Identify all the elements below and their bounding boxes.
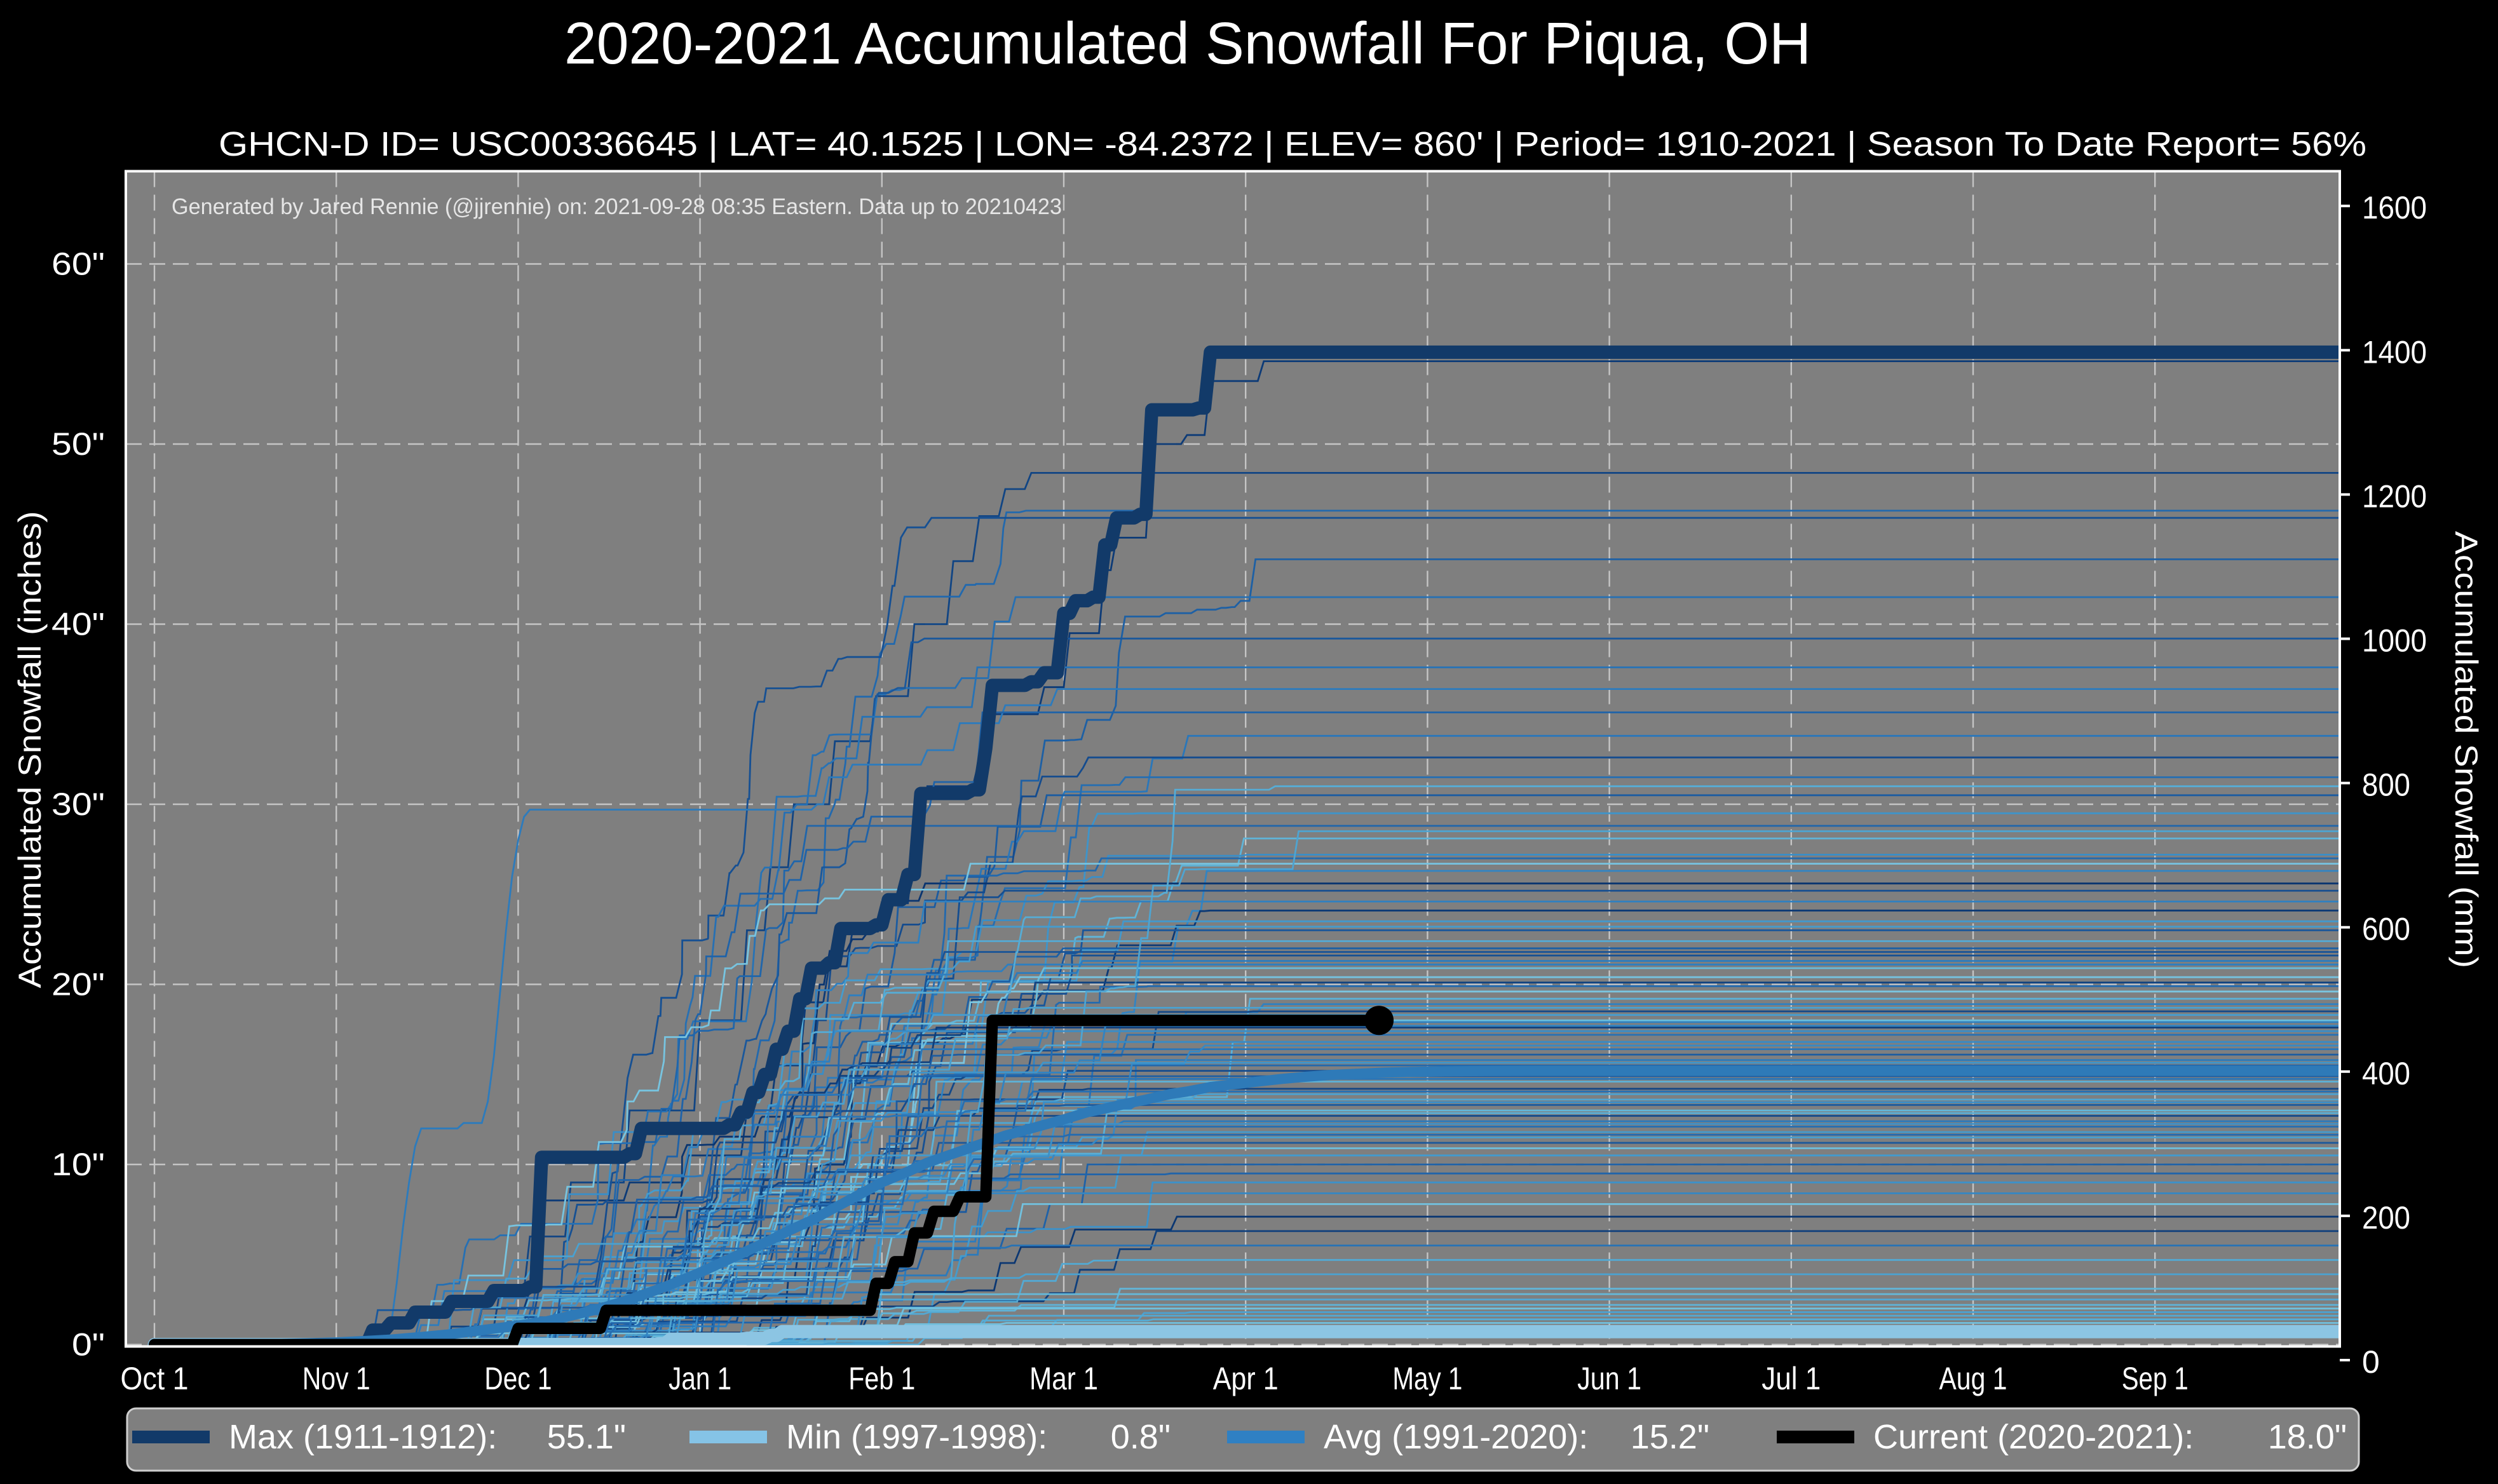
- svg-text:50": 50": [51, 426, 105, 462]
- svg-text:1000: 1000: [2362, 623, 2427, 659]
- svg-text:Jan 1: Jan 1: [669, 1361, 731, 1396]
- svg-text:10": 10": [51, 1147, 105, 1182]
- svg-text:800: 800: [2362, 767, 2410, 803]
- svg-text:15.2": 15.2": [1631, 1418, 1709, 1456]
- svg-text:20": 20": [51, 967, 105, 1002]
- svg-text:600: 600: [2362, 912, 2410, 947]
- svg-text:Nov 1: Nov 1: [302, 1361, 370, 1396]
- svg-text:May 1: May 1: [1392, 1361, 1462, 1396]
- svg-text:Generated by Jared Rennie (@jj: Generated by Jared Rennie (@jjrennie) on…: [172, 194, 1062, 219]
- svg-text:Accumulated Snowfall (mm): Accumulated Snowfall (mm): [2448, 531, 2484, 968]
- svg-text:60": 60": [51, 246, 105, 282]
- svg-text:40": 40": [51, 607, 105, 642]
- svg-text:Oct 1: Oct 1: [121, 1361, 189, 1396]
- svg-text:0.8": 0.8": [1111, 1418, 1171, 1456]
- svg-text:Feb 1: Feb 1: [848, 1361, 915, 1396]
- svg-text:400: 400: [2362, 1056, 2410, 1091]
- svg-text:0": 0": [72, 1327, 105, 1363]
- svg-text:1200: 1200: [2362, 478, 2427, 514]
- svg-text:200: 200: [2362, 1200, 2410, 1236]
- svg-text:2020-2021 Accumulated Snowfall: 2020-2021 Accumulated Snowfall For Piqua…: [564, 10, 1811, 76]
- svg-text:GHCN-D ID= USC00336645 | LAT=: GHCN-D ID= USC00336645 | LAT= 40.1525 | …: [219, 125, 2366, 163]
- svg-text:Max (1911-1912):: Max (1911-1912):: [229, 1418, 497, 1456]
- svg-text:1600: 1600: [2362, 190, 2427, 226]
- svg-text:Sep 1: Sep 1: [2122, 1361, 2189, 1396]
- svg-text:Accumulated Snowfall (inches): Accumulated Snowfall (inches): [12, 511, 48, 988]
- svg-text:Min (1997-1998):: Min (1997-1998):: [786, 1418, 1047, 1456]
- svg-text:18.0": 18.0": [2268, 1418, 2347, 1456]
- svg-text:30": 30": [51, 786, 105, 822]
- svg-text:0: 0: [2362, 1344, 2380, 1380]
- svg-text:Jul 1: Jul 1: [1761, 1361, 1821, 1396]
- svg-text:55.1": 55.1": [547, 1418, 626, 1456]
- svg-text:Mar 1: Mar 1: [1029, 1361, 1098, 1396]
- svg-text:Jun 1: Jun 1: [1577, 1361, 1641, 1396]
- svg-text:Aug 1: Aug 1: [1939, 1361, 2007, 1396]
- svg-text:Dec 1: Dec 1: [484, 1361, 552, 1396]
- svg-text:Current (2020-2021):: Current (2020-2021):: [1873, 1418, 2194, 1456]
- svg-text:1400: 1400: [2362, 334, 2427, 370]
- svg-text:Avg (1991-2020):: Avg (1991-2020):: [1324, 1418, 1588, 1456]
- svg-text:Apr 1: Apr 1: [1213, 1361, 1279, 1396]
